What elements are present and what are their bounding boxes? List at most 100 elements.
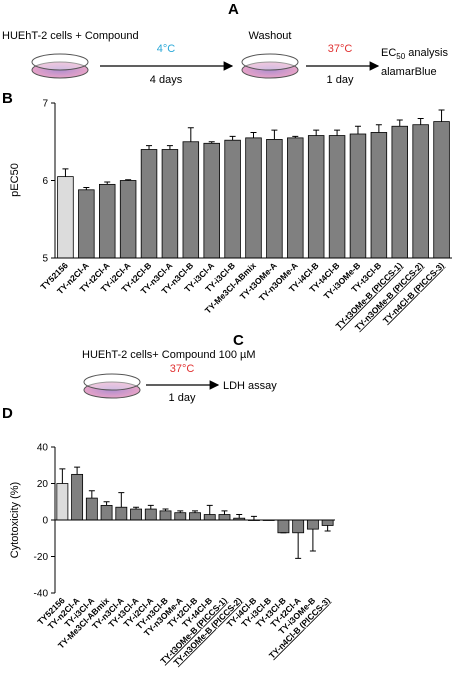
assay: alamarBlue xyxy=(381,66,437,78)
bar xyxy=(307,135,325,259)
bar xyxy=(57,176,74,259)
bar xyxy=(292,519,305,534)
bar xyxy=(370,132,388,259)
bar xyxy=(161,149,179,259)
subscript: 50 xyxy=(396,52,405,61)
error-bar xyxy=(324,525,331,532)
y-tick-label: -40 xyxy=(34,589,49,600)
error-bar xyxy=(74,466,81,475)
error-bar xyxy=(334,129,341,136)
bar xyxy=(245,137,262,259)
error-bar xyxy=(177,510,184,513)
bar xyxy=(328,135,346,259)
error-bar xyxy=(125,179,132,181)
error-bar xyxy=(206,504,213,515)
temperature: 37°C xyxy=(170,363,195,375)
y-tick-label: 7 xyxy=(42,99,48,110)
error-bar xyxy=(309,529,316,552)
bar xyxy=(203,514,216,521)
error-bar xyxy=(250,515,257,520)
error-bar xyxy=(192,510,198,513)
error-bar xyxy=(295,532,302,559)
bar xyxy=(159,510,172,521)
error-bar xyxy=(147,504,154,510)
error-bar xyxy=(229,135,236,141)
bar xyxy=(130,508,142,521)
error-bar xyxy=(417,118,424,125)
error-bar xyxy=(166,145,173,150)
panel-label: A xyxy=(228,1,239,18)
error-bar xyxy=(83,186,90,190)
bar xyxy=(277,519,290,534)
bar xyxy=(224,139,241,259)
error-bar xyxy=(375,124,382,133)
bar xyxy=(189,512,201,521)
bar xyxy=(115,506,128,521)
bar xyxy=(85,497,98,521)
y-tick-label: -20 xyxy=(34,552,49,563)
error-bar xyxy=(313,129,320,136)
error-bar xyxy=(162,508,169,511)
y-tick-label: 5 xyxy=(42,254,48,265)
bar xyxy=(391,125,408,259)
error-bar xyxy=(59,468,66,484)
label: HUEhT-2 cells+ Compound 100 µM xyxy=(82,349,256,361)
error-bar xyxy=(104,181,111,185)
error-bar xyxy=(292,135,299,138)
text: EC xyxy=(381,47,396,59)
bar xyxy=(174,512,187,521)
panel-label: D xyxy=(2,405,13,422)
error-bar xyxy=(236,514,243,519)
label: HUEhT-2 cells + Compound xyxy=(2,30,139,42)
error-bar xyxy=(88,490,95,499)
error-bar xyxy=(118,492,125,508)
error-bar xyxy=(354,125,361,134)
error-bar xyxy=(208,141,215,144)
duration: 1 day xyxy=(327,74,354,86)
error-bar xyxy=(133,506,140,510)
bar xyxy=(119,180,137,259)
y-axis-label: Cytotoxicity (%) xyxy=(9,482,21,558)
bar xyxy=(433,121,450,259)
bar xyxy=(78,189,95,259)
y-tick-label: 0 xyxy=(42,516,48,527)
bar xyxy=(287,137,304,259)
error-bar xyxy=(221,510,228,515)
bar xyxy=(100,504,113,521)
error-bar xyxy=(62,168,69,177)
y-tick-label: 20 xyxy=(37,479,49,490)
duration: 4 days xyxy=(150,74,183,86)
bar xyxy=(412,124,429,259)
dish xyxy=(83,373,141,399)
bar xyxy=(306,519,319,530)
y-axis-label: pEC50 xyxy=(9,163,21,197)
bar xyxy=(218,514,231,521)
bar xyxy=(144,508,157,521)
bar xyxy=(203,142,220,259)
dish xyxy=(31,53,89,79)
y-tick-label: 40 xyxy=(37,443,49,454)
bar xyxy=(321,519,334,526)
y-tick-label: 6 xyxy=(42,176,48,187)
error-bar xyxy=(103,501,110,506)
duration: 1 day xyxy=(169,392,196,404)
panel-label: C xyxy=(233,332,244,349)
dish xyxy=(241,53,299,79)
error-bar xyxy=(250,131,257,138)
bar xyxy=(71,473,84,521)
bar xyxy=(182,141,200,259)
error-bar xyxy=(271,129,278,140)
temperature: 4°C xyxy=(157,43,176,55)
error-bar xyxy=(187,127,194,142)
bar xyxy=(140,149,158,259)
analysis-label: EC50 analysis xyxy=(381,47,448,61)
temperature: 37°C xyxy=(328,43,353,55)
error-bar xyxy=(396,119,403,127)
assay: LDH assay xyxy=(223,380,277,392)
label: Washout xyxy=(248,30,291,42)
bar xyxy=(99,183,116,259)
panel-label: B xyxy=(2,90,13,107)
bar xyxy=(56,483,69,521)
